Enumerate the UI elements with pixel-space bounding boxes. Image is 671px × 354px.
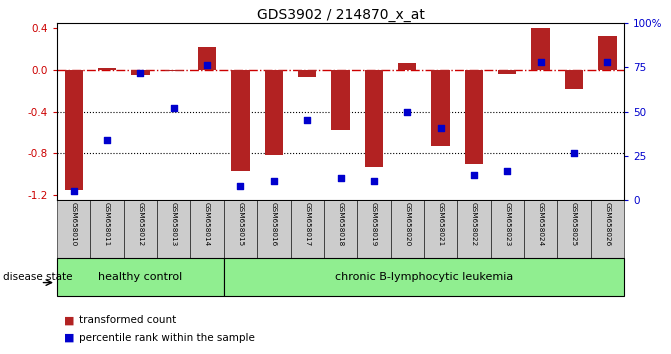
Text: GSM658025: GSM658025 xyxy=(571,202,577,246)
Point xyxy=(502,169,513,174)
Point xyxy=(336,175,346,181)
Bar xyxy=(224,258,624,296)
Bar xyxy=(198,47,216,70)
Point xyxy=(168,105,179,111)
Bar xyxy=(558,200,590,258)
Text: GSM658015: GSM658015 xyxy=(238,202,244,246)
Point xyxy=(535,59,546,64)
Text: GSM658013: GSM658013 xyxy=(170,202,176,246)
Point xyxy=(302,117,313,123)
Bar xyxy=(357,200,391,258)
Bar xyxy=(191,200,224,258)
Text: GSM658024: GSM658024 xyxy=(537,202,544,246)
Text: transformed count: transformed count xyxy=(79,315,176,325)
Text: GSM658011: GSM658011 xyxy=(104,202,110,246)
Bar xyxy=(132,70,150,75)
Point xyxy=(435,125,446,131)
Point xyxy=(68,189,79,194)
Point xyxy=(268,179,279,184)
Bar xyxy=(590,200,624,258)
Bar xyxy=(457,200,491,258)
Bar xyxy=(491,200,524,258)
Bar xyxy=(164,70,183,71)
Point xyxy=(235,184,246,189)
Point xyxy=(135,70,146,76)
Text: chronic B-lymphocytic leukemia: chronic B-lymphocytic leukemia xyxy=(335,272,513,282)
Text: GSM658022: GSM658022 xyxy=(471,202,477,246)
Bar xyxy=(157,200,191,258)
Title: GDS3902 / 214870_x_at: GDS3902 / 214870_x_at xyxy=(256,8,425,22)
Text: disease state: disease state xyxy=(3,272,72,282)
Bar xyxy=(291,200,324,258)
Text: GSM658018: GSM658018 xyxy=(338,202,344,246)
Point xyxy=(602,59,613,64)
Text: GSM658010: GSM658010 xyxy=(70,202,76,246)
Bar xyxy=(264,70,283,155)
Bar xyxy=(565,70,583,88)
Text: GSM658012: GSM658012 xyxy=(138,202,144,246)
Bar xyxy=(398,63,417,70)
Bar xyxy=(598,35,617,70)
Text: GSM658019: GSM658019 xyxy=(371,202,377,246)
Bar xyxy=(524,200,558,258)
Text: ■: ■ xyxy=(64,315,74,325)
Point xyxy=(202,62,213,68)
Point xyxy=(568,150,579,156)
Bar xyxy=(257,200,291,258)
Bar xyxy=(424,200,457,258)
Text: GSM658014: GSM658014 xyxy=(204,202,210,246)
Bar xyxy=(324,200,357,258)
Text: healthy control: healthy control xyxy=(98,272,183,282)
Text: ■: ■ xyxy=(64,333,74,343)
Point xyxy=(402,109,413,114)
Bar xyxy=(391,200,424,258)
Bar xyxy=(57,258,224,296)
Text: GSM658026: GSM658026 xyxy=(605,202,611,246)
Bar xyxy=(431,70,450,146)
Bar xyxy=(98,68,116,70)
Text: GSM658017: GSM658017 xyxy=(304,202,310,246)
Text: GSM658016: GSM658016 xyxy=(271,202,277,246)
Bar xyxy=(64,70,83,190)
Bar xyxy=(465,70,483,164)
Bar xyxy=(498,70,517,74)
Bar xyxy=(231,70,250,171)
Bar xyxy=(91,200,123,258)
Point xyxy=(468,172,479,178)
Bar xyxy=(298,70,316,77)
Text: GSM658023: GSM658023 xyxy=(505,202,511,246)
Point xyxy=(368,179,379,184)
Bar xyxy=(331,70,350,130)
Bar xyxy=(365,70,383,167)
Text: percentile rank within the sample: percentile rank within the sample xyxy=(79,333,254,343)
Bar xyxy=(531,28,550,70)
Text: GSM658021: GSM658021 xyxy=(437,202,444,246)
Bar xyxy=(57,200,91,258)
Point xyxy=(102,137,113,143)
Text: GSM658020: GSM658020 xyxy=(404,202,410,246)
Bar xyxy=(123,200,157,258)
Bar xyxy=(224,200,257,258)
